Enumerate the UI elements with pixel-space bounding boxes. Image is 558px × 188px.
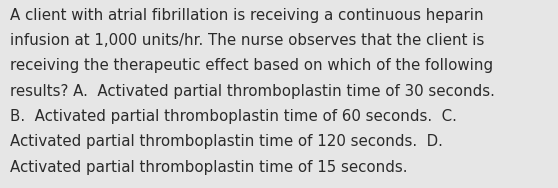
Text: Activated partial thromboplastin time of 15 seconds.: Activated partial thromboplastin time of… <box>10 160 407 175</box>
Text: receiving the therapeutic effect based on which of the following: receiving the therapeutic effect based o… <box>10 58 493 73</box>
Text: infusion at 1,000 units/hr. The nurse observes that the client is: infusion at 1,000 units/hr. The nurse ob… <box>10 33 484 48</box>
Text: B.  Activated partial thromboplastin time of 60 seconds.  C.: B. Activated partial thromboplastin time… <box>10 109 457 124</box>
Text: Activated partial thromboplastin time of 120 seconds.  D.: Activated partial thromboplastin time of… <box>10 134 443 149</box>
Text: A client with atrial fibrillation is receiving a continuous heparin: A client with atrial fibrillation is rec… <box>10 8 484 23</box>
Text: results? A.  Activated partial thromboplastin time of 30 seconds.: results? A. Activated partial thrombopla… <box>10 84 495 99</box>
